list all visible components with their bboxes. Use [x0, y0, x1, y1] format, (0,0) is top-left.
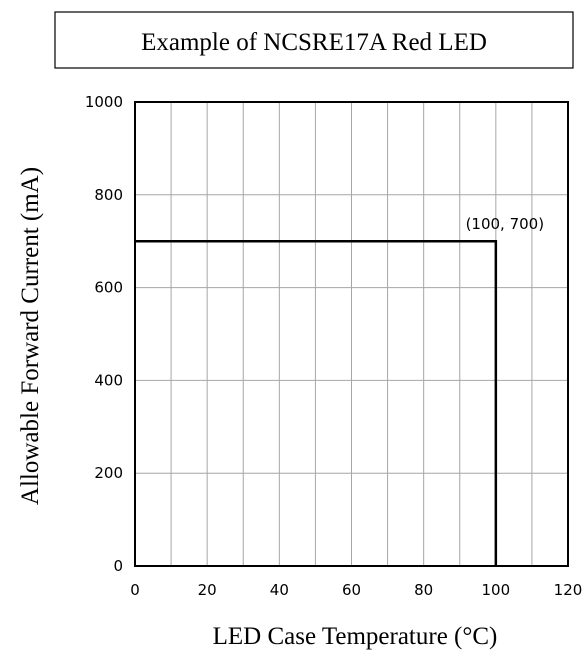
y-tick-label: 800: [94, 186, 123, 204]
y-tick-label: 600: [94, 279, 123, 297]
x-tick-label: 0: [130, 581, 140, 599]
x-tick-label: 80: [414, 581, 433, 599]
x-tick-labels: 0 20 40 60 80 100 120: [130, 581, 582, 599]
x-tick-label: 120: [554, 581, 583, 599]
y-tick-labels: 0 200 400 600 800 1000: [85, 93, 123, 575]
y-tick-label: 1000: [85, 93, 123, 111]
x-tick-label: 20: [198, 581, 217, 599]
series-line: [135, 239, 498, 566]
grid: [135, 102, 568, 566]
title-box: [54, 11, 574, 69]
point-annotation: (100, 700): [466, 215, 545, 233]
y-tick-label: 200: [94, 464, 123, 482]
plot-frame: [134, 101, 569, 567]
x-tick-label: 100: [482, 581, 511, 599]
x-axis-label: LED Case Temperature (°C): [213, 623, 498, 650]
annotations: (100, 700): [466, 215, 545, 233]
chart-title: Example of NCSRE17A Red LED: [141, 29, 487, 56]
y-tick-label: 400: [94, 371, 123, 389]
y-axis-label: Allowable Forward Current (mA): [17, 167, 44, 505]
y-tick-label: 0: [113, 557, 123, 575]
x-tick-label: 40: [270, 581, 289, 599]
x-tick-label: 60: [342, 581, 361, 599]
series-layer: [135, 239, 498, 566]
